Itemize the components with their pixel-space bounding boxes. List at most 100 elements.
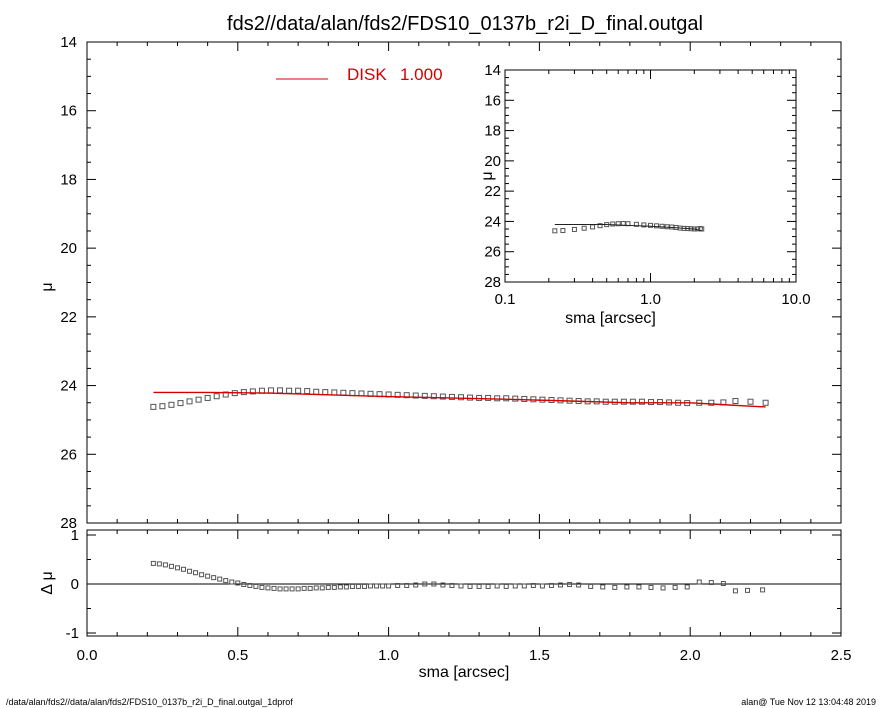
residual-point	[512, 583, 518, 589]
residual-point	[745, 587, 751, 593]
residual-point	[331, 584, 337, 590]
data-point	[150, 403, 157, 410]
residual-point	[760, 587, 766, 593]
data-point	[654, 223, 660, 229]
data-point	[467, 394, 474, 401]
residual-point	[576, 582, 582, 588]
data-point	[331, 389, 338, 396]
data-point	[448, 393, 455, 400]
residual-plot-frame	[86, 529, 842, 637]
x-tick-label: 0.0	[77, 647, 98, 664]
data-point	[313, 388, 320, 395]
data-point	[647, 399, 654, 406]
data-point	[277, 387, 284, 394]
y-tick-label: 24	[484, 213, 501, 230]
residual-point	[374, 583, 380, 589]
footer-left: /data/alan/fds2//data/alan/fds2/FDS10_01…	[6, 697, 293, 707]
residual-point	[567, 581, 573, 587]
data-point	[240, 389, 247, 396]
residual-point	[217, 576, 223, 582]
residual-point	[361, 583, 367, 589]
model-line-disk	[153, 391, 766, 408]
residual-point	[271, 585, 277, 591]
data-point	[421, 392, 428, 399]
data-point	[322, 389, 329, 396]
y-tick-label: 16	[484, 92, 501, 109]
main-x-axis-label: sma [arcsec]	[419, 664, 510, 681]
residual-y-axis-label: Δ μ	[39, 571, 56, 594]
residual-point	[289, 586, 295, 592]
data-point	[213, 393, 220, 400]
y-tick-label: 18	[60, 171, 77, 188]
residual-point	[253, 583, 259, 589]
residual-point	[283, 586, 289, 592]
y-tick-label: 22	[484, 183, 501, 200]
data-point	[403, 392, 410, 399]
residual-point	[548, 582, 554, 588]
residual-point	[187, 568, 193, 574]
y-tick-label: 20	[484, 153, 501, 170]
residual-point	[660, 585, 666, 591]
y-tick-label: 26	[484, 244, 501, 261]
residual-point	[612, 584, 618, 590]
data-point	[521, 395, 528, 402]
data-point	[762, 399, 769, 406]
residual-point	[708, 580, 714, 586]
residual-point	[307, 585, 313, 591]
data-point	[615, 221, 621, 227]
residual-point	[247, 582, 253, 588]
residual-point	[277, 586, 283, 592]
residual-point	[449, 582, 455, 588]
data-point	[430, 393, 437, 400]
data-point	[708, 399, 715, 406]
legend-value: 1.000	[400, 65, 443, 84]
residual-point	[295, 586, 301, 592]
x-tick-label: 1.0	[378, 647, 399, 664]
residual-point	[600, 584, 606, 590]
residual-point	[211, 575, 217, 581]
residual-point	[636, 584, 642, 590]
data-point	[597, 223, 603, 229]
residual-point	[193, 570, 199, 576]
data-point	[620, 398, 627, 405]
data-point	[633, 221, 639, 227]
residual-point	[624, 584, 630, 590]
residual-point	[325, 584, 331, 590]
y-tick-label: 28	[60, 515, 77, 532]
residual-point	[720, 581, 726, 587]
residual-point	[349, 583, 355, 589]
data-point	[641, 222, 647, 228]
x-tick-label: 0.1	[495, 291, 516, 308]
residual-point	[168, 563, 174, 569]
residual-point	[395, 582, 401, 588]
residual-point	[174, 565, 180, 571]
x-tick-label: 1.0	[640, 291, 661, 308]
x-tick-label: 2.5	[831, 647, 852, 664]
residual-point	[386, 583, 392, 589]
inset-x-axis-label: sma [arcsec]	[565, 310, 656, 327]
residual-point	[301, 585, 307, 591]
data-point	[699, 226, 705, 232]
x-tick-label: 10.0	[781, 291, 810, 308]
inset-panel: 0.1 1.0 10.0 14 16 18 20 22 24 26 28 sma [arcsec] μ	[479, 62, 811, 327]
footer-right: alan@ Tue Nov 12 13:04:48 2019	[741, 697, 876, 707]
data-point	[457, 394, 464, 401]
data-point	[638, 398, 645, 405]
inset-background	[505, 70, 796, 282]
data-point	[560, 228, 566, 234]
residual-point	[684, 584, 690, 590]
residual-point	[588, 583, 594, 589]
residual-point	[265, 585, 271, 591]
y-tick-label: 0	[71, 576, 79, 593]
data-point	[659, 223, 665, 229]
residual-point	[368, 583, 374, 589]
residual-point	[313, 585, 319, 591]
data-point	[159, 403, 166, 410]
residual-point	[241, 581, 247, 587]
data-point	[249, 388, 256, 395]
data-point	[485, 394, 492, 401]
data-point	[286, 387, 293, 394]
data-point	[412, 392, 419, 399]
data-point	[439, 393, 446, 400]
